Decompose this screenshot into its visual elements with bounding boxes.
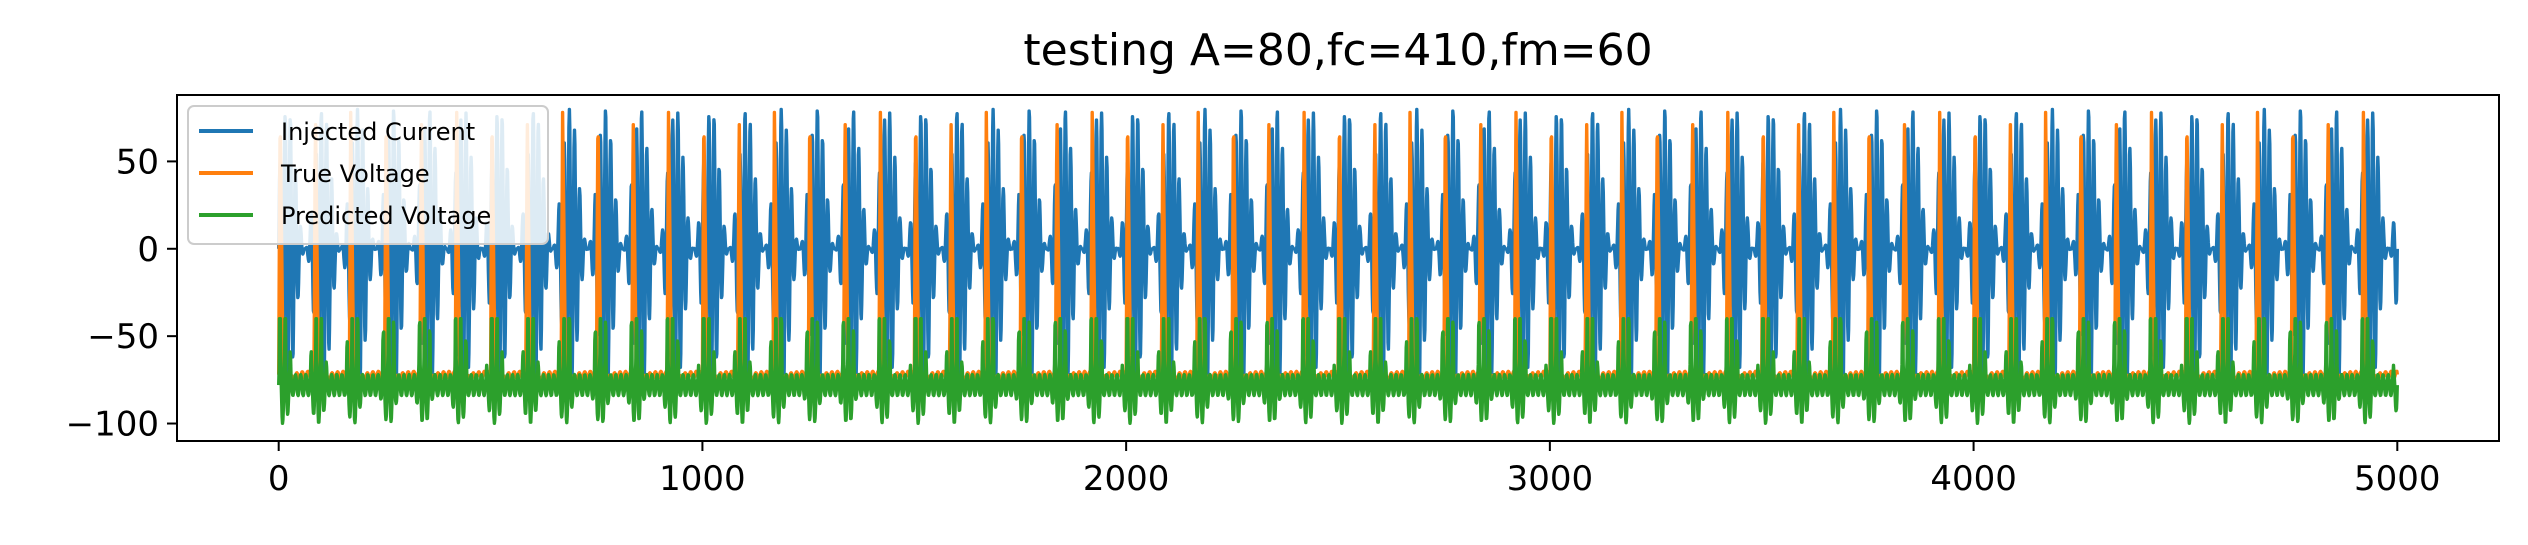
x-tick-label: 0 [268,459,290,499]
y-tick-label: 50 [116,142,159,182]
y-axis: 50 0 −50 −100 [66,142,177,445]
legend: Injected Current True Voltage Predicted Vo… [187,105,549,245]
x-tick-label: 5000 [2354,459,2441,499]
legend-label: Predicted Voltage [281,202,491,230]
legend-item-injected-current: Injected Current [199,118,475,146]
chart-title: testing A=80,fc=410,fm=60 [1023,25,1652,76]
legend-item-predicted-voltage: Predicted Voltage [199,202,491,230]
x-tick-label: 4000 [1930,459,2017,499]
y-tick-label: 0 [137,230,159,270]
predicted-voltage-line [277,317,2399,425]
x-tick-label: 1000 [659,459,746,499]
legend-label: Injected Current [281,118,475,146]
y-tick-label: −50 [87,317,159,357]
legend-item-true-voltage: True Voltage [199,160,430,188]
legend-label: True Voltage [280,160,430,188]
legend-box [187,105,549,245]
y-tick-label: −100 [66,405,159,445]
x-tick-label: 3000 [1507,459,1594,499]
x-tick-label: 2000 [1083,459,1170,499]
series-layer [277,107,2399,425]
x-axis: 0 1000 2000 3000 4000 5000 [268,441,2441,499]
plot-frame [176,94,2500,442]
